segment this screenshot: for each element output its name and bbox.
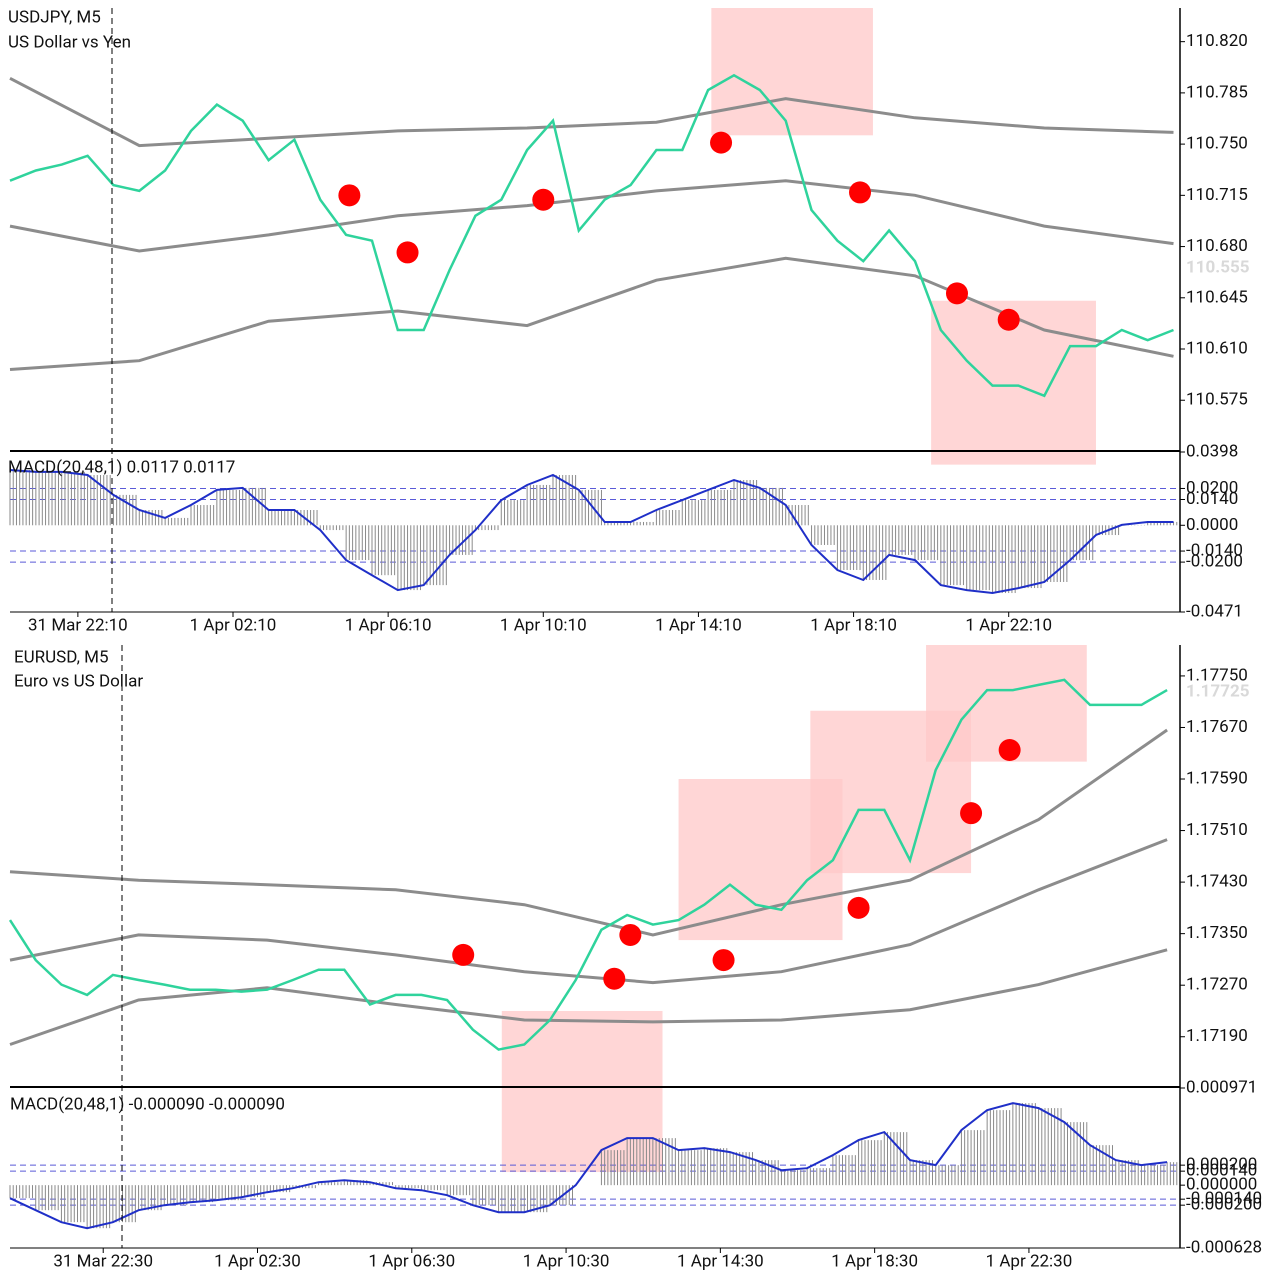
y-tick-label: -0.000140 <box>1186 1189 1262 1209</box>
signal-dot <box>710 131 733 154</box>
macd-line <box>9 469 1174 595</box>
back-layer <box>10 8 1180 1206</box>
x-tick-label: 31 Mar 22:30 <box>53 1251 153 1271</box>
symbol-subtitle: US Dollar vs Yen <box>8 32 131 52</box>
x-tick-label: 1 Apr 10:30 <box>523 1251 610 1271</box>
y-tick-label: 1.17430 <box>1186 872 1248 892</box>
y-tick-label: 1.17190 <box>1186 1026 1248 1046</box>
y-tick-label: 0.000000 <box>1186 1175 1257 1195</box>
x-tick-label: 1 Apr 14:10 <box>655 615 742 635</box>
y-tick-label: 110.575 <box>1186 390 1248 410</box>
y-tick-label: 1.17750 <box>1186 665 1248 685</box>
indicator-title: MACD(20,48,1) 0.0117 0.0117 <box>8 457 235 477</box>
y-tick-label: 0.0200 <box>1186 478 1238 498</box>
y-tick-label: 1.17270 <box>1186 975 1248 995</box>
y-tick-label: 1.17510 <box>1186 820 1248 840</box>
y-tick-label: -0.000200 <box>1186 1195 1262 1215</box>
y-tick-label: -0.0140 <box>1186 541 1243 561</box>
zone <box>501 1010 663 1173</box>
x-tick-label: 1 Apr 10:10 <box>500 615 587 635</box>
x-tick-label: 1 Apr 06:30 <box>368 1251 455 1271</box>
label-layer: 110.820 110.785 110.750 110.715 110.680 110.6… <box>28 31 1262 1271</box>
price-tag: 1.17725 <box>1186 681 1250 701</box>
bollinger-band <box>9 76 1174 148</box>
y-tick-label: 1.17350 <box>1186 923 1248 943</box>
signal-dot <box>452 943 475 966</box>
y-tick-label: 0.000140 <box>1186 1161 1257 1181</box>
y-tick-label: 0.0140 <box>1186 489 1238 509</box>
y-tick-label: 110.680 <box>1186 236 1248 256</box>
y-tick-label: -0.0471 <box>1186 601 1243 621</box>
signal-dot <box>945 282 968 305</box>
x-tick-label: 1 Apr 22:30 <box>986 1251 1073 1271</box>
y-tick-label: 110.820 <box>1186 31 1248 51</box>
signal-dot <box>712 949 735 972</box>
indicator-title: MACD(20,48,1) -0.000090 -0.000090 <box>10 1094 285 1114</box>
signal-dot <box>997 308 1020 331</box>
symbol-title: EURUSD, M5 <box>14 647 109 667</box>
main-layer <box>8 73 1181 1230</box>
x-tick-label: 1 Apr 14:30 <box>677 1251 764 1271</box>
bollinger-band <box>9 948 1168 1046</box>
signal-dot <box>603 967 626 990</box>
y-tick-label: 110.785 <box>1186 82 1248 102</box>
x-tick-label: 1 Apr 02:10 <box>190 615 277 635</box>
bollinger-band <box>9 256 1174 371</box>
x-tick-label: 31 Mar 22:10 <box>28 615 128 635</box>
y-tick-label: 1.17670 <box>1186 717 1248 737</box>
signal-dot <box>619 923 642 946</box>
y-tick-label: 0.000200 <box>1186 1155 1257 1175</box>
macd-line <box>9 1102 1168 1230</box>
bollinger-band <box>9 179 1174 253</box>
y-tick-label: 110.750 <box>1186 134 1248 154</box>
x-tick-label: 1 Apr 18:30 <box>831 1251 918 1271</box>
bollinger-band <box>9 838 1168 985</box>
bollinger-band <box>9 728 1168 937</box>
x-tick-label: 1 Apr 22:10 <box>965 615 1052 635</box>
y-tick-label: 1.17590 <box>1186 769 1248 789</box>
y-tick-label: -0.000628 <box>1186 1237 1262 1257</box>
signal-dot <box>338 184 361 207</box>
zone <box>711 8 873 136</box>
y-tick-label: 110.610 <box>1186 338 1248 358</box>
y-tick-label: 0.0398 <box>1186 441 1238 461</box>
y-tick-label: 0.0000 <box>1186 515 1238 535</box>
y-tick-label: -0.0200 <box>1186 552 1243 572</box>
price-line <box>8 678 1168 1051</box>
price-line <box>9 73 1174 398</box>
y-tick-label: 0.000971 <box>1186 1077 1257 1097</box>
price-tag: 110.555 <box>1186 257 1250 277</box>
x-tick-label: 1 Apr 06:10 <box>345 615 432 635</box>
x-tick-label: 1 Apr 02:30 <box>214 1251 301 1271</box>
signal-dot <box>847 896 870 919</box>
signal-dot <box>532 188 555 211</box>
signal-dot <box>960 802 983 825</box>
signal-dot <box>849 181 872 204</box>
y-tick-label: 110.645 <box>1186 287 1248 307</box>
signal-dot <box>396 241 419 264</box>
signal-dot <box>998 739 1021 762</box>
symbol-subtitle: Euro vs US Dollar <box>14 671 143 691</box>
y-tick-label: 110.715 <box>1186 185 1248 205</box>
x-tick-label: 1 Apr 18:10 <box>810 615 897 635</box>
symbol-title: USDJPY, M5 <box>8 7 101 27</box>
